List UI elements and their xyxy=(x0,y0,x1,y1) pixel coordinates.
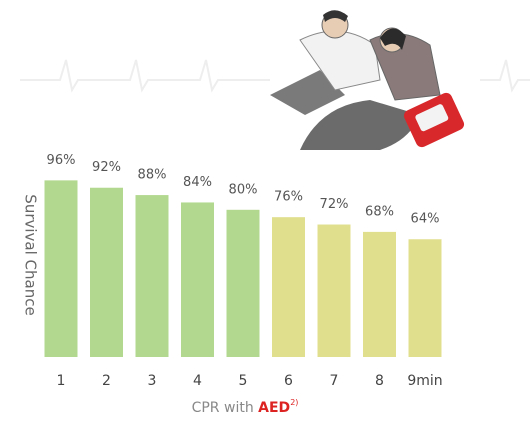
bar xyxy=(363,231,396,357)
x-tick-label: 7 xyxy=(330,373,339,389)
x-axis-label-text: CPR with xyxy=(192,400,254,416)
bar xyxy=(272,217,305,357)
x-tick-label: 1 xyxy=(57,373,66,389)
x-tick-label: 2 xyxy=(102,373,111,389)
bar xyxy=(408,239,442,357)
bar xyxy=(317,224,351,357)
value-label: 96% xyxy=(47,153,76,168)
x-tick-label: 5 xyxy=(239,373,248,389)
x-axis-label: CPR with AED2) xyxy=(192,398,299,417)
ecg-line xyxy=(20,59,530,93)
y-axis-label: Survival Chance xyxy=(22,194,40,315)
value-label: 80% xyxy=(229,182,258,197)
bar xyxy=(135,195,169,357)
bar xyxy=(90,187,123,357)
value-label: 76% xyxy=(274,190,303,205)
value-label: 88% xyxy=(138,168,167,183)
x-tick-label: 8 xyxy=(375,373,384,389)
bar xyxy=(181,202,214,357)
x-axis-label-highlight: AED xyxy=(258,400,290,416)
value-label: 68% xyxy=(365,204,394,219)
value-label: 72% xyxy=(320,197,349,212)
x-tick-label: 3 xyxy=(148,373,157,389)
x-tick-label: 6 xyxy=(284,373,293,389)
bar xyxy=(44,180,78,357)
value-label: 92% xyxy=(92,160,121,175)
value-label: 84% xyxy=(183,175,212,190)
cpr-illustration xyxy=(270,10,465,150)
x-tick-label: 4 xyxy=(193,373,202,389)
value-label: 64% xyxy=(411,212,440,227)
x-axis-label-note: 2) xyxy=(290,398,298,407)
x-tick-label: 9min xyxy=(407,373,442,389)
bar xyxy=(226,209,260,357)
